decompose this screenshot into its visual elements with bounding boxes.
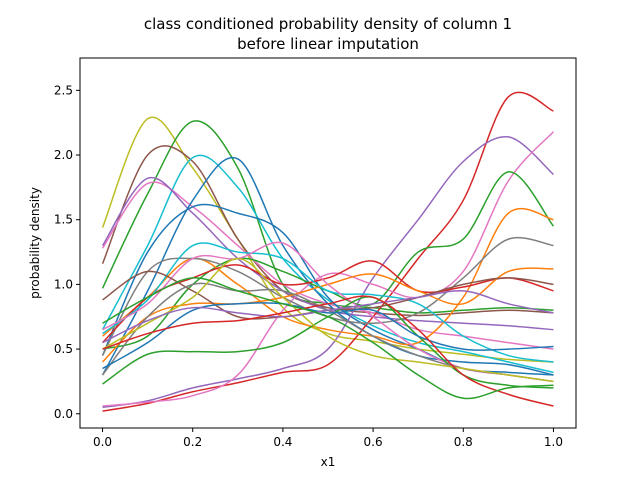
series-line-15 xyxy=(102,260,554,344)
series-line-4 xyxy=(101,154,554,374)
series-line-13 xyxy=(102,207,554,346)
series-line-9 xyxy=(102,91,554,412)
y-tick-label: 0.5 xyxy=(54,342,73,356)
series-line-2 xyxy=(101,120,554,314)
series-line-22 xyxy=(102,302,554,370)
series-line-10 xyxy=(102,136,554,409)
chart-title-line-1: class conditioned probability density of… xyxy=(144,15,512,33)
series-line-23 xyxy=(102,257,554,383)
x-tick-label: 0.2 xyxy=(183,435,202,449)
series-line-6 xyxy=(101,176,554,331)
y-tick-label: 2.0 xyxy=(54,148,73,162)
chart-title-line-2: before linear imputation xyxy=(237,35,419,53)
series-line-25 xyxy=(102,295,554,407)
series-line-26 xyxy=(102,277,554,400)
series-line-24 xyxy=(102,289,554,344)
x-tick-label: 0.4 xyxy=(273,435,292,449)
ticks-layer: 0.0 0.2 0.4 0.6 0.8 1.0 0.0 0.5 1.0 1.5 2.0 2.5 xyxy=(54,83,563,449)
y-tick-label: 2.5 xyxy=(54,83,73,97)
y-tick-label: 0.0 xyxy=(54,407,73,421)
y-axis-label: probability density xyxy=(28,187,42,299)
y-tick-label: 1.0 xyxy=(54,277,73,291)
x-tick-label: 1.0 xyxy=(544,435,563,449)
series-line-17 xyxy=(102,242,554,363)
x-tick-label: 0.6 xyxy=(364,435,383,449)
x-axis-label: x1 xyxy=(321,455,336,469)
x-tick-label: 0.8 xyxy=(454,435,473,449)
series-line-11 xyxy=(102,131,555,407)
y-tick-label: 1.5 xyxy=(54,213,73,227)
x-tick-label: 0.0 xyxy=(93,435,112,449)
plot-frame xyxy=(79,57,577,429)
series-line-7 xyxy=(101,156,554,376)
series-layer xyxy=(101,91,555,412)
